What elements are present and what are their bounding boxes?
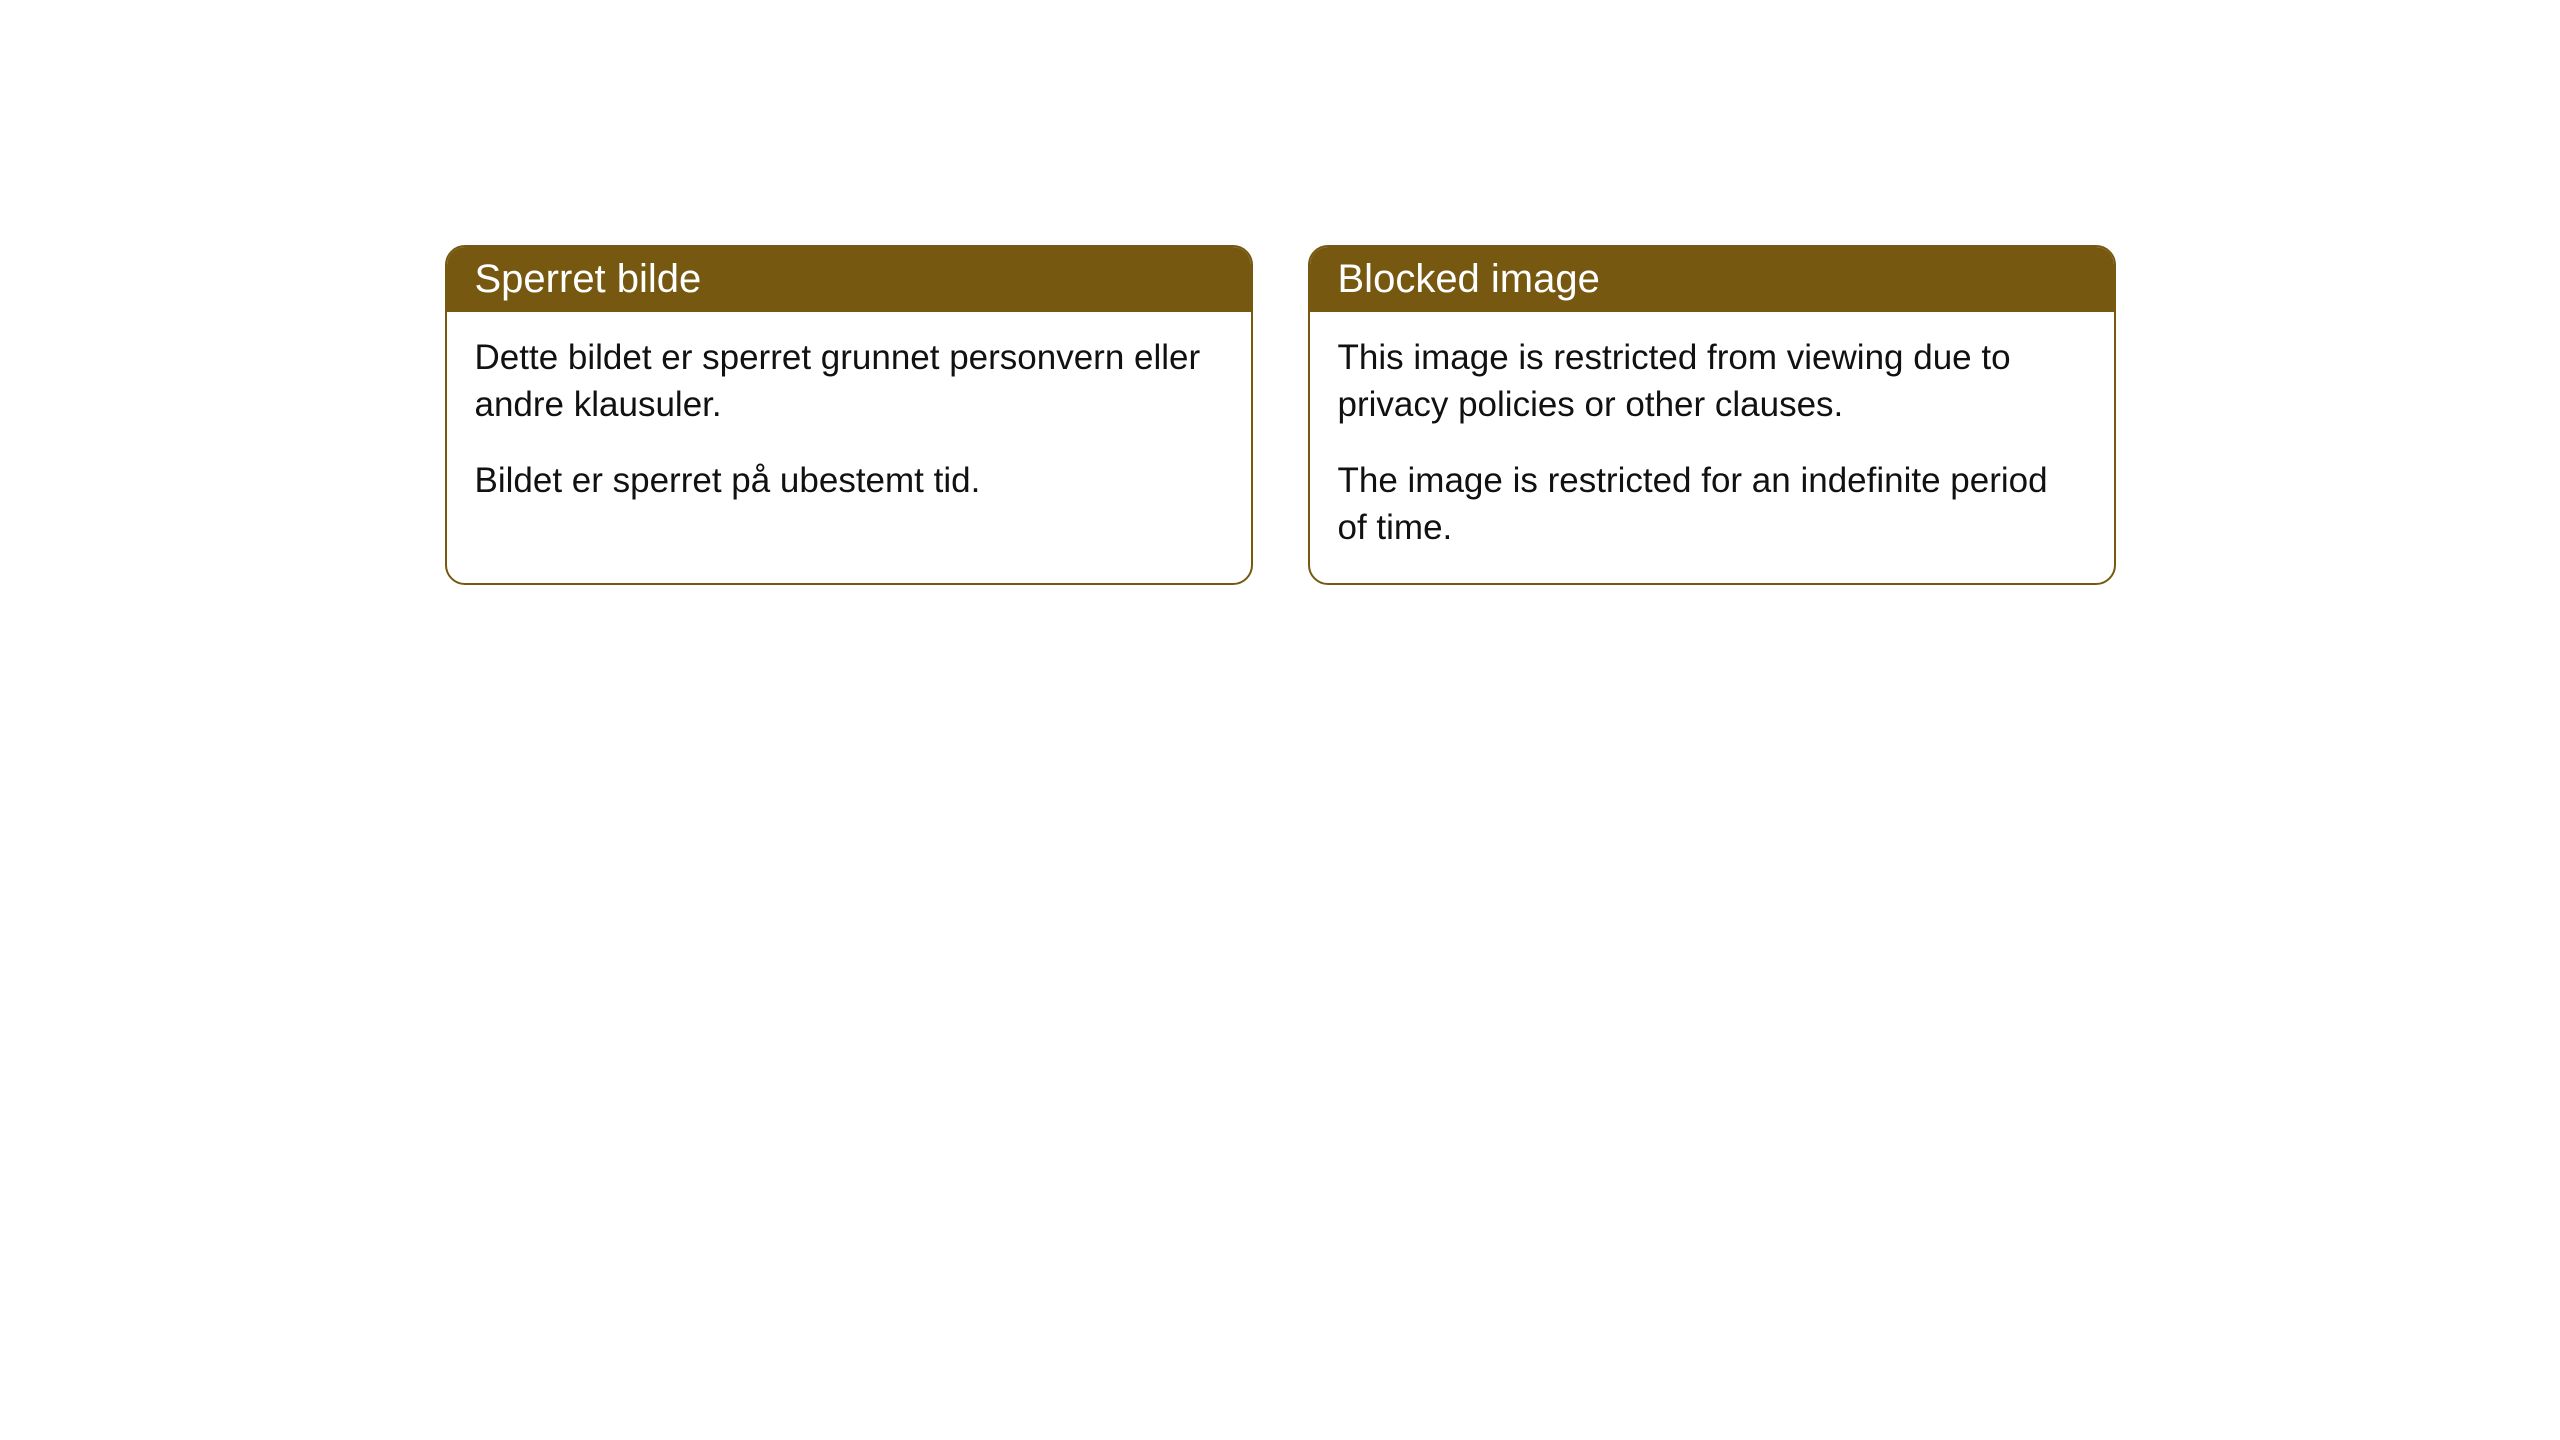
card-header-english: Blocked image [1310,247,2114,312]
card-title-norwegian: Sperret bilde [475,257,702,301]
card-title-english: Blocked image [1338,257,1600,301]
card-paragraph2-norwegian: Bildet er sperret på ubestemt tid. [475,457,1223,504]
blocked-image-card-norwegian: Sperret bilde Dette bildet er sperret gr… [445,245,1253,585]
card-header-norwegian: Sperret bilde [447,247,1251,312]
card-paragraph1-english: This image is restricted from viewing du… [1338,334,2086,429]
card-paragraph2-english: The image is restricted for an indefinit… [1338,457,2086,552]
cards-container: Sperret bilde Dette bildet er sperret gr… [445,245,2116,1440]
blocked-image-card-english: Blocked image This image is restricted f… [1308,245,2116,585]
card-paragraph1-norwegian: Dette bildet er sperret grunnet personve… [475,334,1223,429]
card-body-english: This image is restricted from viewing du… [1310,312,2114,581]
card-body-norwegian: Dette bildet er sperret grunnet personve… [447,312,1251,534]
